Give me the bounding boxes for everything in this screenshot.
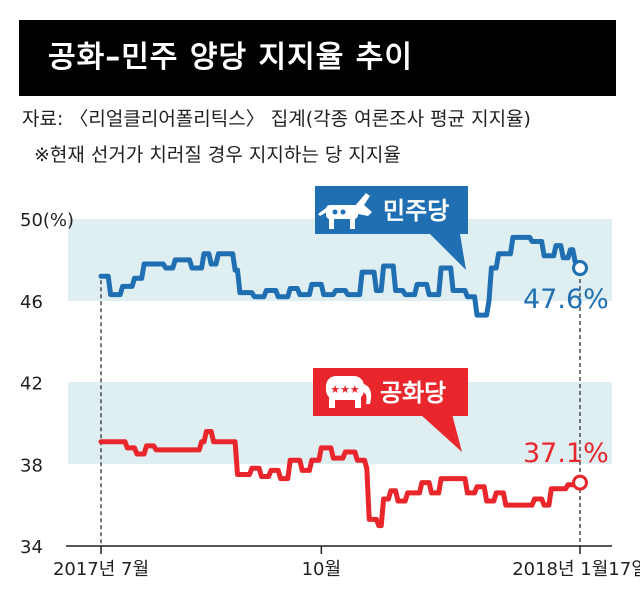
republican-end-value: 37.1% xyxy=(523,438,609,469)
y-tick-labels: 50(%) 46 42 38 34 xyxy=(20,210,74,558)
republican-label: 공화당 xyxy=(380,379,446,407)
source-note: 자료: 〈리얼클리어폴리틱스〉 집계(각종 여론조사 평균 지지율) xyxy=(22,108,531,130)
y-tick-label-2: 42 xyxy=(20,374,43,395)
footnote: ※현재 선거가 치러질 경우 지지하는 당 지지율 xyxy=(34,144,401,166)
donkey-icon xyxy=(318,193,372,229)
svg-text:★★★: ★★★ xyxy=(330,383,360,396)
democrat-bubble: 민주당 xyxy=(315,186,468,270)
endpoint-marker-1 xyxy=(572,474,588,491)
endpoint-markers xyxy=(572,260,588,491)
series-lines xyxy=(98,234,583,529)
x-tick-label-1: 10월 xyxy=(302,559,341,580)
x-tick-label-2: 2018년 1월17일 xyxy=(512,559,640,580)
series-line-0 xyxy=(98,234,583,318)
democrat-bubble-pointer xyxy=(430,234,466,270)
endpoint-marker-0 xyxy=(572,260,588,277)
x-axis-ticks: 2017년 7월 10월 2018년 1월17일 xyxy=(53,546,640,580)
series-line-1 xyxy=(98,429,583,529)
y-tick-label-4: 34 xyxy=(20,537,43,558)
democrat-label: 민주당 xyxy=(383,197,449,225)
y-tick-label-3: 38 xyxy=(20,455,43,476)
elephant-icon: ★★★ xyxy=(326,376,372,408)
x-tick-label-0: 2017년 7월 xyxy=(53,559,149,580)
y-tick-label-1: 46 xyxy=(20,292,43,313)
title-bar xyxy=(19,20,616,96)
republican-bubble-pointer xyxy=(420,414,462,452)
republican-bubble: ★★★ 공화당 xyxy=(313,368,468,452)
chart-title: 공화–민주 양당 지지율 추이 xyxy=(48,40,413,75)
date-guides xyxy=(100,272,581,546)
y-tick-label-0: 50(%) xyxy=(20,210,74,231)
democrat-end-value: 47.6% xyxy=(523,284,609,315)
